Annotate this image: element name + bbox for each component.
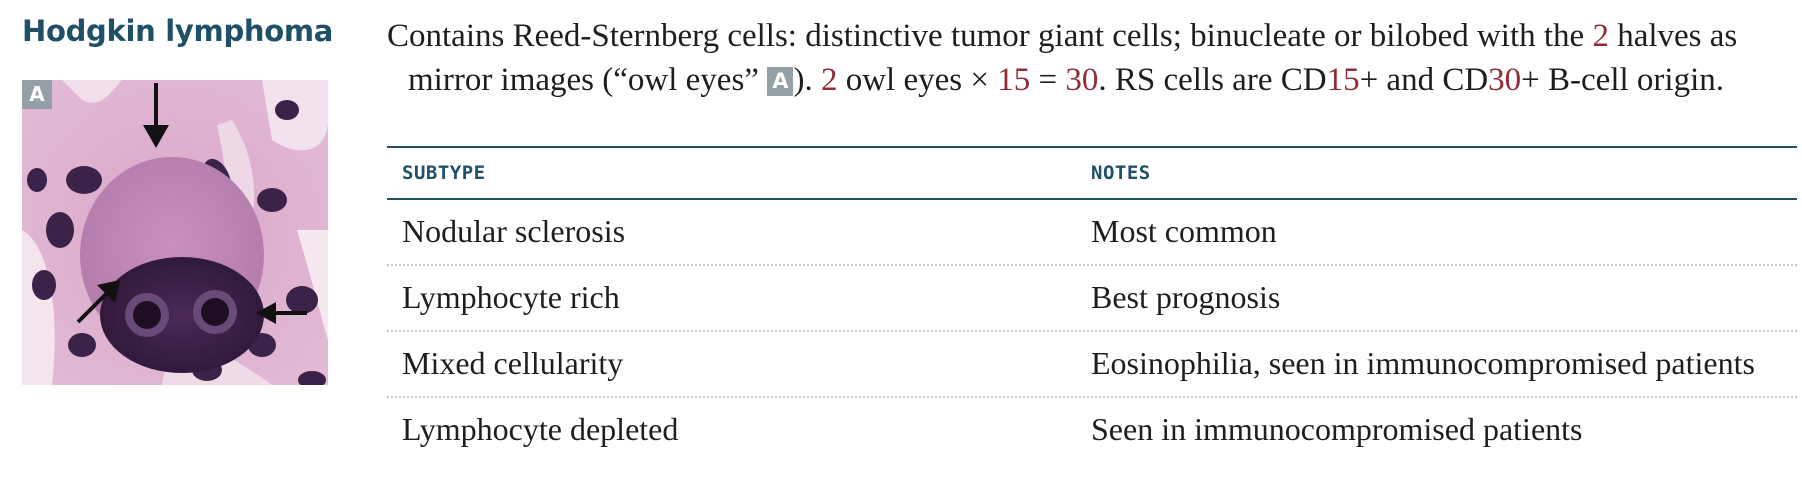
table-row: Lymphocyte rich Best prognosis xyxy=(387,266,1797,332)
table-row: Nodular sclerosis Most common xyxy=(387,200,1797,266)
notes-cell: Most common xyxy=(1091,213,1277,249)
subtype-table: SUBTYPE NOTES Nodular sclerosis Most com… xyxy=(387,146,1797,462)
highlight-number: 30 xyxy=(1488,62,1522,98)
histology-image: A xyxy=(22,80,328,385)
subtype-cell: Nodular sclerosis xyxy=(402,213,626,249)
description-text: ). xyxy=(793,62,821,98)
column-header-notes: NOTES xyxy=(1091,162,1151,184)
subtype-cell: Lymphocyte rich xyxy=(402,279,620,315)
highlight-number: 15 xyxy=(1326,62,1360,98)
description-text: . RS cells are CD xyxy=(1098,62,1327,98)
description-text: + and CD xyxy=(1359,62,1489,98)
subtype-cell: Lymphocyte depleted xyxy=(402,411,679,447)
column-header-subtype: SUBTYPE xyxy=(402,162,486,184)
table-row: Mixed cellularity Eosinophilia, seen in … xyxy=(387,332,1797,398)
highlight-number: 15 xyxy=(997,62,1031,98)
description-text: Contains Reed-Sternberg cells: distincti… xyxy=(387,18,1593,54)
description-text: + B-cell origin. xyxy=(1521,62,1724,98)
highlight-number: 2 xyxy=(1592,18,1609,54)
highlight-number: 30 xyxy=(1065,62,1099,98)
section-heading: Hodgkin lymphoma xyxy=(22,14,334,48)
figure-reference-badge: A xyxy=(767,67,794,96)
table-header-row: SUBTYPE NOTES xyxy=(387,148,1797,200)
subtype-cell: Mixed cellularity xyxy=(402,345,624,381)
description-paragraph: Contains Reed-Sternberg cells: distincti… xyxy=(387,14,1802,102)
description-text: = xyxy=(1030,62,1066,98)
highlight-number: 2 xyxy=(820,62,838,98)
notes-cell: Best prognosis xyxy=(1091,279,1281,315)
description-text: owl eyes × xyxy=(837,62,998,98)
figure-label-badge: A xyxy=(22,80,52,109)
notes-cell: Eosinophilia, seen in immunocompromised … xyxy=(1091,345,1755,381)
table-row: Lymphocyte depleted Seen in immunocompro… xyxy=(387,398,1797,462)
notes-cell: Seen in immunocompromised patients xyxy=(1091,411,1583,447)
description-text: halves as mirror images (“owl eyes” xyxy=(408,18,1738,98)
